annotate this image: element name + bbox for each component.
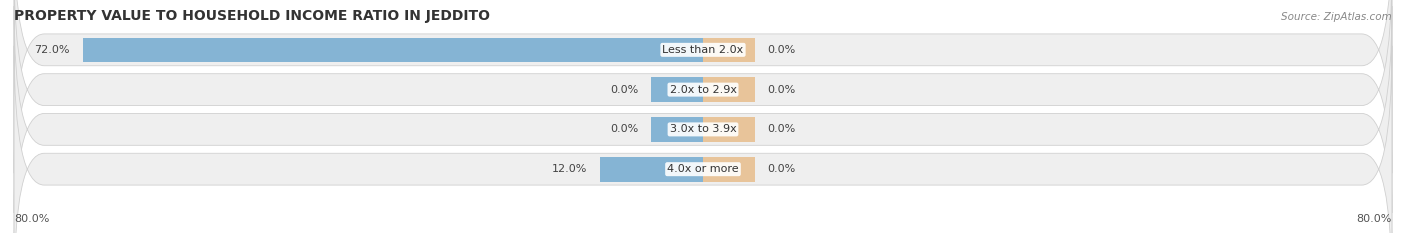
Bar bbox=[703, 77, 755, 102]
Text: 0.0%: 0.0% bbox=[768, 164, 796, 174]
Text: 0.0%: 0.0% bbox=[768, 45, 796, 55]
Text: 0.0%: 0.0% bbox=[768, 124, 796, 134]
Text: 3.0x to 3.9x: 3.0x to 3.9x bbox=[669, 124, 737, 134]
Text: 80.0%: 80.0% bbox=[1357, 214, 1392, 224]
Bar bbox=[83, 38, 703, 62]
Bar bbox=[703, 38, 755, 62]
Text: 72.0%: 72.0% bbox=[35, 45, 70, 55]
Text: 0.0%: 0.0% bbox=[768, 85, 796, 95]
Text: 2.0x to 2.9x: 2.0x to 2.9x bbox=[669, 85, 737, 95]
Text: PROPERTY VALUE TO HOUSEHOLD INCOME RATIO IN JEDDITO: PROPERTY VALUE TO HOUSEHOLD INCOME RATIO… bbox=[14, 9, 491, 23]
FancyBboxPatch shape bbox=[14, 0, 1392, 173]
Bar bbox=[599, 157, 703, 182]
Text: 0.0%: 0.0% bbox=[610, 85, 638, 95]
FancyBboxPatch shape bbox=[14, 6, 1392, 233]
FancyBboxPatch shape bbox=[14, 0, 1392, 213]
Text: Source: ZipAtlas.com: Source: ZipAtlas.com bbox=[1281, 12, 1392, 22]
Bar bbox=[703, 157, 755, 182]
Bar bbox=[651, 117, 703, 142]
Text: 80.0%: 80.0% bbox=[14, 214, 49, 224]
Text: 4.0x or more: 4.0x or more bbox=[668, 164, 738, 174]
FancyBboxPatch shape bbox=[14, 46, 1392, 233]
Text: 0.0%: 0.0% bbox=[610, 124, 638, 134]
Text: 12.0%: 12.0% bbox=[551, 164, 586, 174]
Bar bbox=[703, 117, 755, 142]
Bar bbox=[651, 77, 703, 102]
Text: Less than 2.0x: Less than 2.0x bbox=[662, 45, 744, 55]
